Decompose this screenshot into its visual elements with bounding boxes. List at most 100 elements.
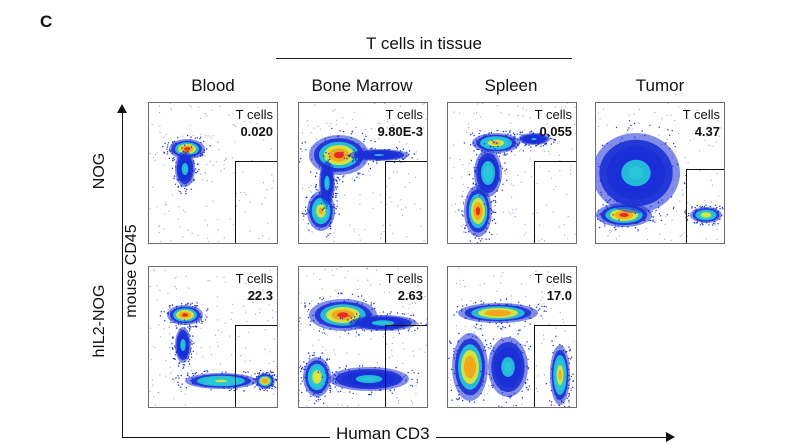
event-dot <box>313 328 315 331</box>
event-dot <box>364 159 367 161</box>
event-dot <box>366 316 369 318</box>
event-dot <box>602 220 604 222</box>
panel-letter: C <box>40 12 53 31</box>
event-dot <box>547 271 549 273</box>
event-dot <box>149 208 151 210</box>
event-dot <box>463 210 465 212</box>
event-dot <box>451 399 453 401</box>
event-dot <box>514 135 516 137</box>
event-dot <box>696 205 698 207</box>
event-dot <box>474 170 476 173</box>
event-dot <box>363 140 365 142</box>
event-dot <box>223 237 225 239</box>
event-dot <box>317 302 319 305</box>
event-dot <box>558 154 560 156</box>
event-dot <box>399 105 401 107</box>
event-dot <box>316 138 318 140</box>
event-dot <box>382 336 384 338</box>
event-dot <box>189 303 192 305</box>
event-dot <box>420 208 422 210</box>
event-dot <box>469 144 472 146</box>
event-dot <box>263 117 265 119</box>
density-contour <box>703 213 709 217</box>
density-contour <box>318 207 324 215</box>
event-dot <box>243 120 245 123</box>
event-dot <box>672 143 675 145</box>
event-dot <box>422 114 425 116</box>
event-dot <box>177 323 180 326</box>
event-dot <box>300 148 302 150</box>
event-dot <box>574 106 576 108</box>
density-contour <box>531 138 537 140</box>
event-dot <box>203 370 205 373</box>
event-dot <box>687 202 689 204</box>
event-dot <box>493 211 495 213</box>
event-dot <box>172 378 174 380</box>
event-dot <box>488 216 490 219</box>
plot-nog-bone-marrow: T cells 9.80E-3 <box>298 102 428 244</box>
event-dot <box>299 366 300 369</box>
event-dot <box>670 114 672 116</box>
event-dot <box>545 383 547 385</box>
event-dot <box>304 376 306 379</box>
event-dot <box>236 388 238 390</box>
event-dot <box>370 304 372 306</box>
event-dot <box>481 149 483 152</box>
event-dot <box>568 374 570 377</box>
event-dot <box>222 370 224 372</box>
event-dot <box>167 308 169 310</box>
event-dot <box>304 365 306 368</box>
event-dot <box>682 194 684 196</box>
event-dot <box>331 127 333 130</box>
event-dot <box>530 307 532 309</box>
event-dot <box>475 167 477 169</box>
event-dot <box>525 144 527 146</box>
event-dot <box>694 207 696 209</box>
event-dot <box>302 187 304 189</box>
event-dot <box>212 200 214 202</box>
event-dot <box>318 339 320 341</box>
event-dot <box>551 340 553 342</box>
event-dot <box>496 130 498 132</box>
event-dot <box>170 311 172 313</box>
event-dot <box>515 208 517 210</box>
event-dot <box>259 308 261 310</box>
event-dot <box>453 314 455 316</box>
event-dot <box>458 332 460 335</box>
event-dot <box>529 117 531 119</box>
event-dot <box>417 372 419 375</box>
event-dot <box>184 393 186 395</box>
event-dot <box>359 194 361 196</box>
event-dot <box>560 294 562 296</box>
event-dot <box>513 133 516 136</box>
event-dot <box>314 186 317 188</box>
event-dot <box>494 302 496 304</box>
gate-percentage: 22.3 <box>247 288 273 303</box>
event-dot <box>305 196 307 199</box>
event-dot <box>377 122 379 124</box>
event-dot <box>234 141 236 143</box>
event-dot <box>332 165 334 167</box>
event-dot <box>470 159 473 162</box>
event-dot <box>166 151 169 153</box>
event-dot <box>537 144 539 146</box>
event-dot <box>688 212 690 215</box>
event-dot <box>307 309 310 311</box>
event-dot <box>351 293 354 296</box>
event-dot <box>181 383 183 385</box>
event-dot <box>537 375 539 377</box>
t-cell-gate <box>534 161 576 243</box>
event-dot <box>529 131 531 133</box>
event-dot <box>496 105 499 107</box>
event-dot <box>507 303 509 305</box>
event-dot <box>482 373 485 375</box>
gate-percentage: 9.80E-3 <box>377 124 423 139</box>
event-dot <box>352 392 354 395</box>
column-label-spleen: Spleen <box>484 76 538 95</box>
event-dot <box>552 284 554 286</box>
event-dot <box>540 315 542 317</box>
event-dot <box>268 238 270 240</box>
event-dot <box>342 181 344 183</box>
event-dot <box>480 300 482 302</box>
event-dot <box>574 123 576 126</box>
